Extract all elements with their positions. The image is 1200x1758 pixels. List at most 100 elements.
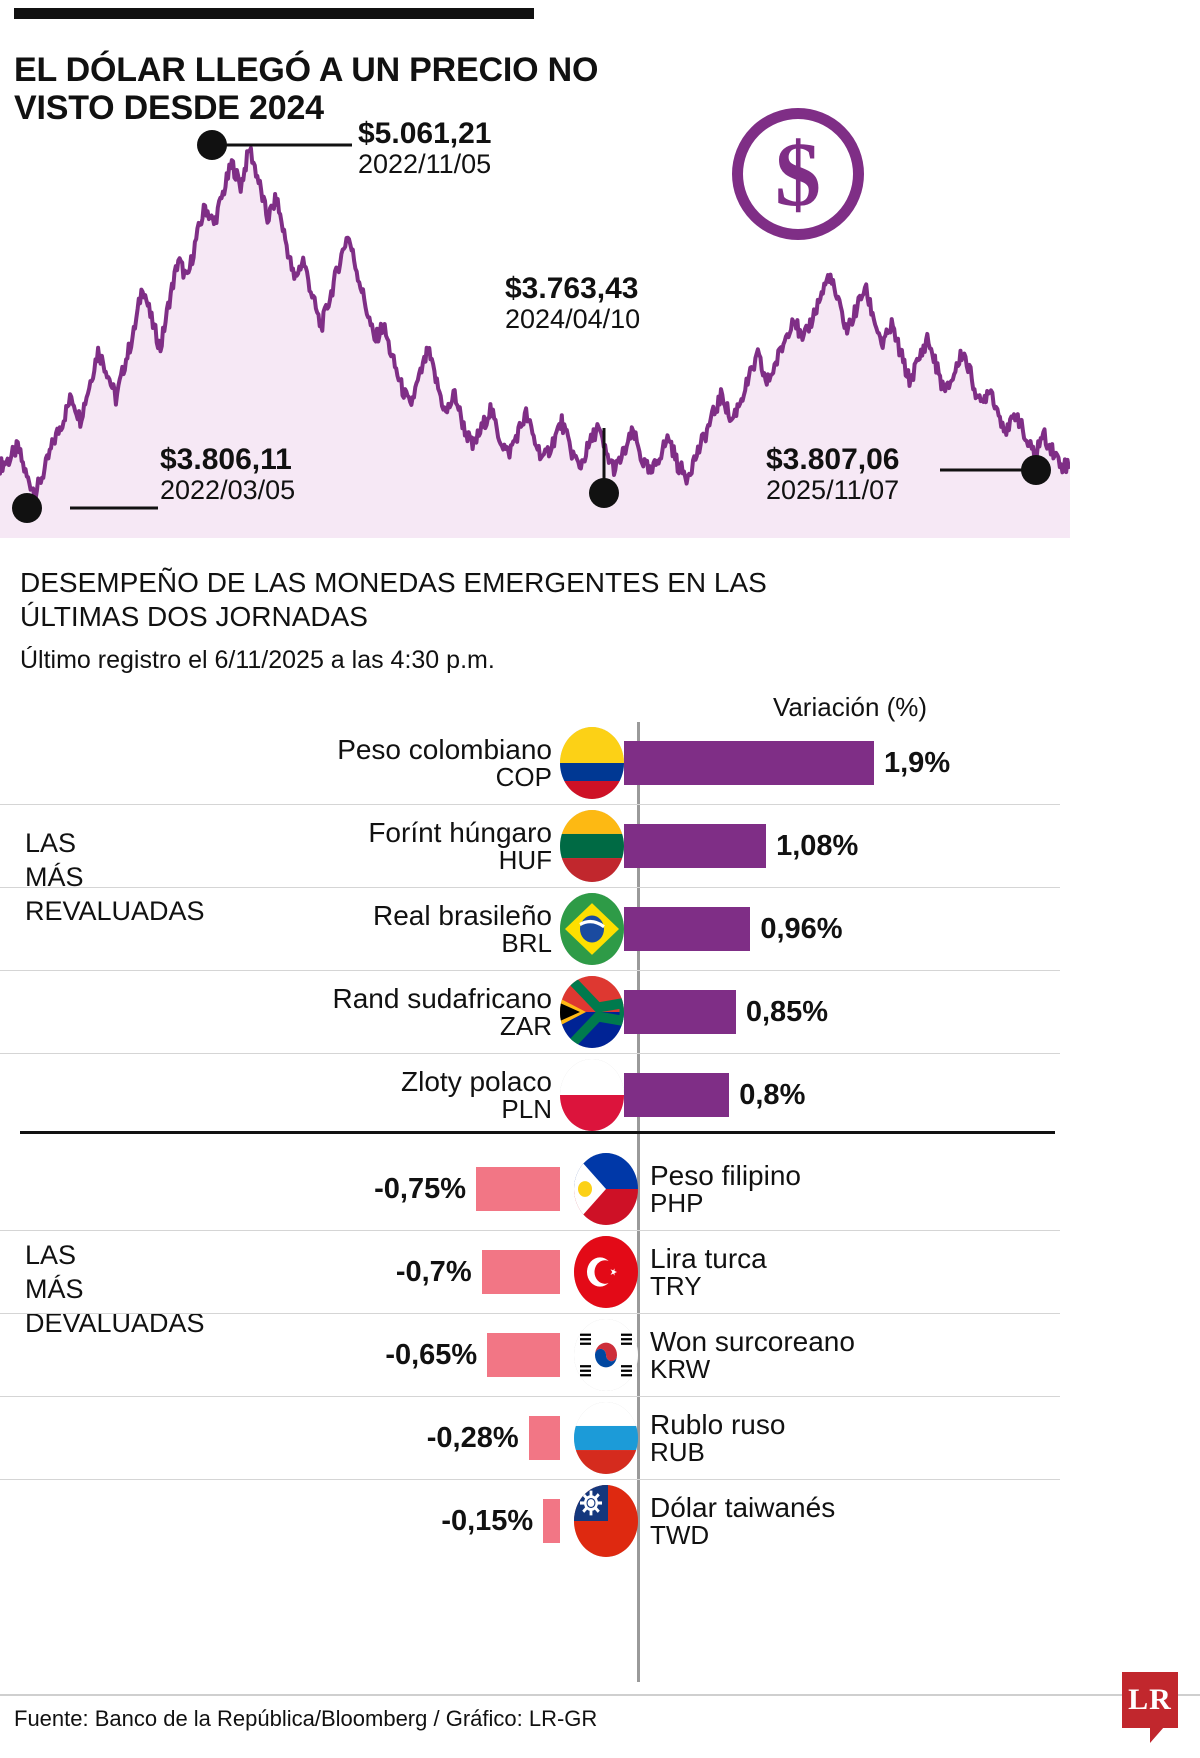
currency-name: Zloty polaco [401,1065,552,1097]
bar-area: 0,96% [624,888,1060,970]
variation-bar-positive [624,990,736,1034]
currency-name-cell: Peso filipino PHP [638,1159,801,1219]
variation-bar-negative [487,1333,560,1377]
marker-dot-peak [197,130,227,160]
variation-bar-positive [624,1073,730,1117]
group-label-revalued: LAS MÁS REVALUADAS [25,826,205,928]
currency-name-cell: Won surcoreano KRW [638,1325,855,1385]
bar-area: -0,28% [0,1397,560,1479]
table-row: Rand sudafricano ZAR 0,85% [0,971,1060,1054]
section-subtitle: Último registro el 6/11/2025 a las 4:30 … [20,646,495,674]
russia-flag-icon [574,1402,638,1474]
currency-name: Forínt húngaro [368,816,552,848]
south-africa-flag-icon [560,976,624,1048]
variation-bar-positive [624,824,767,868]
taiwan-flag-icon [574,1485,638,1557]
variation-value: -0,7% [395,1255,472,1288]
currency-name-cell: Lira turca TRY [638,1243,767,1302]
annotation-low-date: 2022/03/05 [160,474,296,505]
currency-code: ZAR [500,1011,552,1042]
variation-bar-negative [528,1416,560,1460]
annotation-last: $3.807,06 2025/11/07 [766,444,899,505]
currency-name-cell: Dólar taiwanés TWD [638,1491,836,1550]
annotation-peak: $5.061,21 2022/11/05 [358,118,491,179]
zero-axis-line [637,722,640,1682]
currency-code: BRL [501,928,552,959]
variation-bar-negative [476,1167,560,1211]
currency-code: TRY [650,1271,702,1302]
page-title: EL DÓLAR LLEGÓ A UN PRECIO NO VISTO DESD… [14,50,599,127]
variation-value: 0,96% [760,912,843,945]
poland-flag-icon [560,1059,624,1131]
bar-area: 1,9% [624,722,1060,804]
section-divider [20,1131,1055,1134]
currency-code: PHP [650,1188,704,1219]
variation-value: 1,08% [776,829,859,862]
source-credit: Fuente: Banco de la República/Bloomberg … [14,1706,598,1731]
currency-variation-table: Peso colombiano COP 1,9% Forínt húngaro HUF 1… [0,722,1060,1562]
brazil-flag-icon [560,893,624,965]
currency-code: RUB [650,1437,705,1468]
currency-name: Won surcoreano [650,1325,855,1357]
exchange-rate-area-chart [0,118,1070,538]
variation-value: -0,75% [374,1172,466,1205]
table-row: -0,28% Rublo ruso RUB [0,1397,1060,1480]
variation-value: -0,15% [441,1504,534,1537]
variation-bar-negative [543,1499,560,1543]
variation-value: -0,65% [385,1338,478,1371]
currency-name-cell: Peso colombiano COP [0,733,560,793]
revalued-rows: Peso colombiano COP 1,9% Forínt húngaro HUF 1… [0,722,1060,1136]
annotation-mid: $3.763,43 2024/04/10 [505,273,640,334]
annotation-low-value: $3.806,11 [160,443,292,476]
table-row: -0,75% Peso filipino PHP [0,1148,1060,1231]
currency-name: Peso filipino [650,1159,801,1191]
currency-name-cell: Zloty polaco PLN [0,1065,560,1124]
lr-logo-tail [1150,1727,1164,1743]
south-korea-flag-icon [574,1319,638,1391]
hero-chart-fill [0,148,1070,538]
currency-name: Rand sudafricano [332,982,552,1014]
currency-code: COP [495,762,552,793]
philippines-flag-icon [574,1153,638,1225]
bar-area: -0,75% [0,1148,560,1230]
bar-area: 0,8% [624,1054,1060,1136]
group-label-revalued-line1: LAS [25,828,77,858]
table-row: Peso colombiano COP 1,9% [0,722,1060,805]
top-rule [14,8,534,19]
bar-area: 0,85% [624,971,1060,1053]
marker-dot-low [12,493,42,523]
marker-dot-mid [589,478,619,508]
devalued-rows: -0,75% Peso filipino PHP -0,7% Lira turca TRY… [0,1148,1060,1562]
annotation-peak-date: 2022/11/05 [358,148,492,179]
variation-bar-negative [481,1250,560,1294]
annotation-low: $3.806,11 2022/03/05 [160,444,295,505]
table-row: Forínt húngaro HUF 1,08% [0,805,1060,888]
hero-chart-svg [0,130,1070,538]
hero-chart-line [0,146,1070,501]
currency-name-cell: Forínt húngaro HUF [0,816,560,876]
marker-dot-last [1021,455,1051,485]
currency-name: Peso colombiano [337,733,552,765]
dollar-coin-icon: $ [732,108,864,240]
variation-value: 0,85% [745,995,829,1028]
bar-area: 1,08% [624,805,1060,887]
currency-name: Real brasileño [373,899,552,931]
currency-name: Dólar taiwanés [650,1491,836,1523]
bar-area: -0,7% [0,1231,560,1313]
variation-bar-positive [624,741,874,785]
colombia-flag-icon [560,727,624,799]
table-row: -0,15% Dólar taiwanés TWD [0,1480,1060,1562]
section-title: DESEMPEÑO DE LAS MONEDAS EMERGENTES EN L… [20,567,767,632]
currency-code: HUF [498,845,552,876]
currency-code: KRW [650,1354,711,1385]
variation-column-header: Variación (%) [772,692,928,722]
group-label-devalued-line2: MÁS [25,1274,84,1305]
bar-area: -0,15% [0,1480,560,1562]
dollar-sign-glyph: $ [775,123,821,225]
variation-value: -0,28% [426,1421,519,1454]
lr-logo: LR [1122,1672,1178,1728]
turkey-flag-icon [574,1236,638,1308]
variation-value: 0,8% [739,1078,806,1111]
annotation-mid-value: $3.763,43 [505,272,639,305]
currency-name-cell: Rublo ruso RUB [638,1409,785,1468]
